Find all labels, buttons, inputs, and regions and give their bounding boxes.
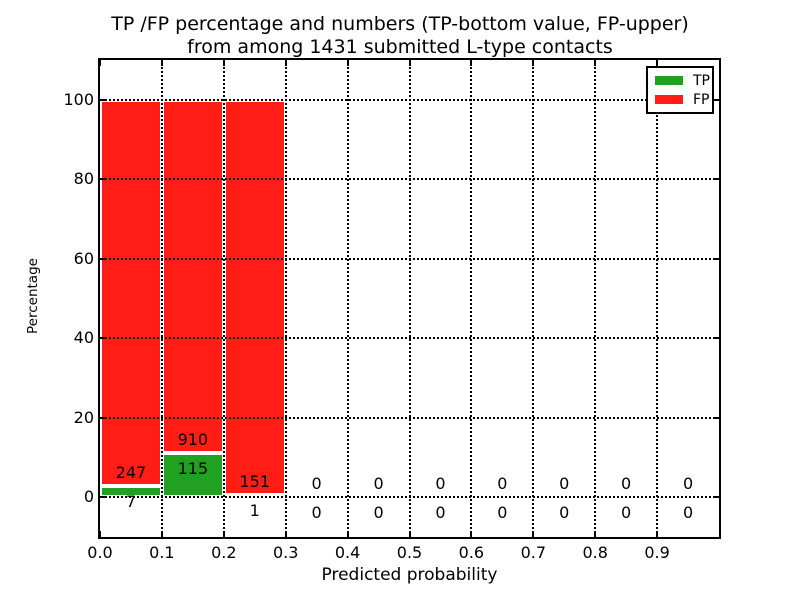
- y-tick-mark: [100, 496, 106, 499]
- chart-title-line1: TP /FP percentage and numbers (TP-bottom…: [111, 13, 689, 35]
- x-tick-mark: [346, 60, 349, 66]
- x-tick-mark: [222, 60, 225, 66]
- x-tick-mark: [656, 531, 659, 537]
- y-tick-mark: [100, 257, 106, 260]
- x-tick-label: 0.2: [211, 543, 237, 562]
- fp-count-label: 0: [497, 474, 508, 494]
- legend-label-tp: TP: [693, 72, 710, 89]
- y-tick-mark: [713, 496, 719, 499]
- fp-count-label: 0: [559, 474, 570, 494]
- fp-count-label: 0: [682, 474, 694, 494]
- tick-marks-layer: [99, 60, 719, 537]
- x-tick-mark: [160, 531, 163, 537]
- x-tick-label: 0.4: [334, 543, 361, 562]
- x-tick-label: 0.0: [87, 543, 113, 562]
- x-tick-mark: [284, 60, 287, 66]
- x-tick-label: 0.7: [520, 543, 547, 562]
- tp-count-label: 0: [373, 503, 384, 523]
- legend-label-fp: FP: [693, 91, 710, 108]
- y-tick-mark: [713, 257, 719, 260]
- x-tick-mark: [532, 60, 535, 66]
- x-tick-mark: [594, 531, 597, 537]
- x-tick-label: 0.1: [149, 543, 175, 562]
- tp-count-label: 0: [435, 503, 446, 523]
- y-tick-label: 0: [83, 487, 94, 507]
- y-tick-mark: [100, 98, 106, 101]
- tp-count-label: 7: [125, 492, 137, 512]
- x-tick-mark: [532, 531, 535, 537]
- y-tick-label: 80: [73, 169, 94, 189]
- fp-count-label: 247: [115, 463, 147, 483]
- plot-area: 247 7 910 115 151 1 0 0 0 0 0 0 0 0 0 0 0 0 0 0 TP FP: [98, 58, 721, 539]
- fp-count-label: 0: [621, 474, 632, 494]
- fp-count-label: 0: [311, 474, 322, 494]
- y-tick-label: 40: [73, 328, 94, 348]
- legend: TP FP: [646, 66, 714, 114]
- y-tick-label: 60: [73, 248, 94, 268]
- tp-count-label: 115: [177, 458, 209, 478]
- x-tick-mark: [594, 60, 597, 66]
- chart-title-line2: from among 1431 submitted L-type contact…: [187, 36, 613, 58]
- x-tick-label: 0.8: [582, 543, 608, 562]
- y-tick-mark: [713, 337, 719, 340]
- x-tick-mark: [222, 531, 225, 537]
- x-tick-mark: [346, 531, 349, 537]
- x-tick-mark: [656, 60, 659, 66]
- y-tick-label: 20: [73, 407, 94, 427]
- grid-line-vertical: [470, 60, 473, 537]
- y-tick-mark: [713, 178, 719, 181]
- bar-fp-segment: [100, 99, 162, 487]
- x-tick-mark: [408, 531, 411, 537]
- legend-entry-tp: TP: [648, 71, 712, 90]
- legend-entry-fp: FP: [648, 90, 712, 109]
- x-tick-mark: [99, 60, 101, 66]
- y-tick-label: 100: [63, 89, 94, 109]
- x-tick-mark: [470, 60, 473, 66]
- x-tick-label: 0.5: [396, 543, 423, 562]
- tp-count-label: 0: [311, 503, 322, 523]
- fp-count-label: 0: [435, 474, 446, 494]
- legend-swatch-fp: [655, 95, 683, 104]
- y-tick-mark: [100, 337, 106, 340]
- bar-fp-segment: [161, 99, 224, 453]
- fp-count-label: 151: [239, 471, 271, 491]
- tp-count-label: 0: [621, 503, 632, 523]
- x-tick-label: 0.9: [644, 543, 670, 562]
- tp-count-label: 0: [682, 503, 694, 523]
- grid-line-vertical: [594, 60, 597, 537]
- x-tick-mark: [99, 531, 101, 537]
- legend-swatch-tp: [655, 76, 683, 85]
- x-tick-mark: [408, 60, 411, 66]
- y-tick-mark: [713, 98, 719, 101]
- grid-line-vertical: [284, 60, 287, 537]
- y-tick-mark: [100, 416, 106, 419]
- annotations-layer: 247 7 910 115 151 1 0 0 0 0 0 0 0 0 0 0 0 0 0 0: [100, 60, 719, 537]
- tp-count-label: 0: [497, 503, 508, 523]
- x-tick-mark: [160, 60, 163, 66]
- bar-tp-segment: [161, 452, 224, 498]
- grid-line-vertical: [346, 60, 349, 537]
- bar-fp-segment: [223, 99, 286, 495]
- grid-layer: [100, 60, 719, 537]
- grid-line-vertical: [222, 60, 225, 537]
- grid-line-vertical: [160, 60, 163, 537]
- grid-line-vertical: [656, 60, 659, 537]
- y-tick-mark: [100, 178, 106, 181]
- chart-title: TP /FP percentage and numbers (TP-bottom…: [0, 13, 800, 59]
- tp-count-label: 1: [249, 500, 260, 520]
- x-tick-label: 0.6: [458, 543, 485, 562]
- x-axis-title: Predicted probability: [321, 565, 498, 585]
- x-tick-label: 0.3: [272, 543, 299, 562]
- y-tick-mark: [713, 416, 719, 419]
- tp-count-label: 0: [559, 503, 570, 523]
- x-tick-mark: [284, 531, 287, 537]
- grid-line-vertical: [408, 60, 411, 537]
- fp-count-label: 910: [177, 429, 209, 449]
- x-tick-mark: [470, 531, 473, 537]
- fp-count-label: 0: [373, 474, 384, 494]
- y-axis-title: Percentage: [25, 258, 41, 334]
- grid-line-vertical: [532, 60, 535, 537]
